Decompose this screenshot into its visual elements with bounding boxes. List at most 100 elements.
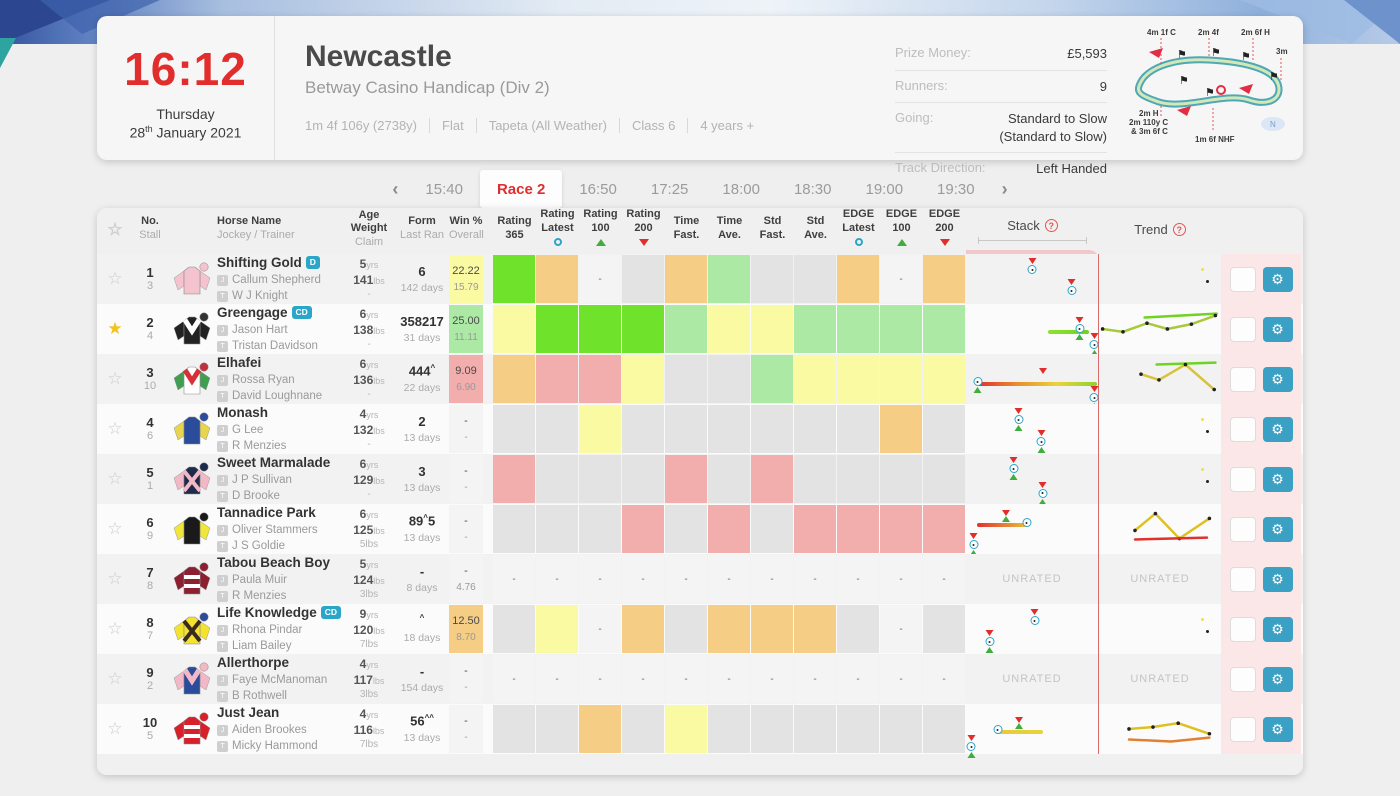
race-tab-19-00[interactable]: 19:00 bbox=[865, 180, 904, 198]
rating-cell-std-fast: - bbox=[751, 655, 793, 703]
rating-cell-std-fast bbox=[751, 405, 793, 453]
prev-race-button[interactable]: ‹ bbox=[392, 178, 399, 199]
rating-cell-std-fast: - bbox=[751, 555, 793, 603]
row-checkbox[interactable] bbox=[1229, 716, 1256, 742]
race-tab-race-2[interactable]: Race 2 bbox=[479, 170, 563, 208]
favourite-star[interactable]: ☆ bbox=[107, 369, 123, 388]
trend-point bbox=[1206, 430, 1210, 433]
trend-cell bbox=[1099, 604, 1221, 654]
next-race-button[interactable]: › bbox=[1001, 178, 1008, 199]
favourite-star[interactable]: ☆ bbox=[107, 419, 123, 438]
jockey-name: Rossa Ryan bbox=[232, 373, 295, 386]
row-checkbox[interactable] bbox=[1229, 466, 1256, 492]
rating-cell-rating-365 bbox=[493, 705, 535, 753]
marker-down-icon bbox=[1014, 717, 1023, 723]
race-tab-15-40[interactable]: 15:40 bbox=[425, 180, 463, 198]
rating-cell-rating-100: - bbox=[579, 555, 621, 603]
jockey: J Rossa Ryan bbox=[217, 373, 343, 388]
favourite-star[interactable]: ☆ bbox=[107, 569, 123, 588]
row-checkbox[interactable] bbox=[1229, 416, 1256, 442]
horse-details: Allerthorpe J Faye McManoman T B Rothwell bbox=[217, 654, 343, 703]
marker-circle-icon bbox=[1009, 464, 1019, 473]
win-pct-value: 25.00 bbox=[452, 315, 480, 328]
form-figures: 3 bbox=[418, 463, 426, 479]
stack-cell bbox=[966, 604, 1099, 654]
row-checkbox[interactable] bbox=[1229, 366, 1256, 392]
trainer: T R Menzies bbox=[217, 439, 343, 454]
jockey-icon: J bbox=[217, 274, 228, 286]
jockey-trainer-label: Jockey / Trainer bbox=[217, 229, 295, 242]
jockey-icon: J bbox=[217, 674, 228, 686]
row-settings-button[interactable]: ⚙ bbox=[1262, 266, 1293, 292]
row-settings-button[interactable]: ⚙ bbox=[1262, 316, 1293, 342]
rating-cell-edge-latest: - bbox=[837, 555, 879, 603]
stack-cell: UNRATED bbox=[966, 654, 1099, 704]
horse-details: Greengage CD J Jason Hart T Tristan Davidson bbox=[217, 304, 343, 353]
row-settings-button[interactable]: ⚙ bbox=[1262, 366, 1293, 392]
stack-bar bbox=[976, 523, 1029, 527]
svg-text:⚑: ⚑ bbox=[1179, 75, 1189, 87]
row-settings-button[interactable]: ⚙ bbox=[1262, 716, 1293, 742]
age-weight-claim: 6yrs 125lbs 5lbs bbox=[343, 506, 395, 552]
favourite-star[interactable]: ☆ bbox=[107, 669, 123, 688]
rating-cell-std-fast bbox=[751, 455, 793, 503]
last-ran-days: 13 days bbox=[403, 481, 441, 494]
row-settings-button[interactable]: ⚙ bbox=[1262, 466, 1293, 492]
race-tab-19-30[interactable]: 19:30 bbox=[937, 180, 975, 198]
row-checkbox[interactable] bbox=[1229, 516, 1256, 542]
rating-cell-rating-200: - bbox=[622, 655, 664, 703]
stack-marker bbox=[969, 533, 979, 556]
rating-cell-rating-latest bbox=[536, 305, 578, 353]
rating-cell-edge-200 bbox=[923, 705, 965, 753]
row-checkbox[interactable] bbox=[1229, 616, 1256, 642]
row-checkbox[interactable] bbox=[1229, 566, 1256, 592]
favourite-star[interactable]: ☆ bbox=[107, 619, 123, 638]
last-ran-days: 142 days bbox=[400, 281, 444, 294]
trend-help-icon[interactable]: ? bbox=[1172, 222, 1186, 236]
race-tab-18-00[interactable]: 18:00 bbox=[722, 180, 760, 198]
favourite-star[interactable]: ☆ bbox=[107, 519, 123, 538]
favourite-star[interactable]: ☆ bbox=[107, 269, 123, 288]
rating-cell-rating-365: - bbox=[493, 555, 535, 603]
race-tab-16-50[interactable]: 16:50 bbox=[579, 180, 617, 198]
rating-cell-edge-latest bbox=[837, 405, 879, 453]
row-checkbox[interactable] bbox=[1229, 316, 1256, 342]
row-settings-button[interactable]: ⚙ bbox=[1262, 616, 1293, 642]
trainer-name: R Menzies bbox=[232, 589, 287, 602]
favourite-star[interactable]: ★ bbox=[107, 319, 123, 338]
row-settings-button[interactable]: ⚙ bbox=[1262, 416, 1293, 442]
rating-cell-edge-100 bbox=[880, 355, 922, 403]
stack-help-icon[interactable]: ? bbox=[1044, 218, 1058, 232]
weight-value: 132 bbox=[353, 423, 374, 438]
favourite-star[interactable]: ☆ bbox=[107, 719, 123, 738]
row-checkbox[interactable] bbox=[1229, 666, 1256, 692]
svg-text:1m 6f NHF: 1m 6f NHF bbox=[1195, 135, 1235, 144]
course-distance-badge: D bbox=[305, 256, 320, 270]
race-tab-17-25[interactable]: 17:25 bbox=[650, 180, 689, 198]
trend-point bbox=[1206, 480, 1210, 483]
favourite-star[interactable]: ☆ bbox=[107, 469, 123, 488]
row-settings-button[interactable]: ⚙ bbox=[1262, 666, 1293, 692]
rating-cell-std-ave bbox=[794, 705, 836, 753]
marker-circle-icon bbox=[1022, 518, 1032, 527]
form-lastran: - 8 days bbox=[395, 563, 449, 596]
row-checkbox[interactable] bbox=[1229, 266, 1256, 292]
marker-up-icon bbox=[1038, 498, 1047, 505]
age-value: 5 bbox=[359, 257, 367, 272]
stack-range-slider[interactable] bbox=[977, 236, 1088, 244]
table-row: ☆ 8 7 Life Knowledge CD J Rhona Pindar T Liam Ba… bbox=[97, 604, 1303, 654]
age-weight-claim: 6yrs 138lbs - bbox=[343, 306, 395, 352]
win-overall-value: 8.70 bbox=[456, 631, 476, 643]
row-settings-button[interactable]: ⚙ bbox=[1262, 566, 1293, 592]
table-row: ☆ 9 2 Allerthorpe J Faye McManoman T B Rothwell… bbox=[97, 654, 1303, 704]
header-line-1: Std bbox=[763, 215, 782, 228]
stall-number: 2 bbox=[146, 680, 154, 693]
rating-cell-std-ave bbox=[794, 505, 836, 553]
claim-value: - bbox=[367, 439, 371, 451]
race-time-block: 16:12 Thursday 28th January 2021 bbox=[97, 16, 275, 160]
row-settings-button[interactable]: ⚙ bbox=[1262, 516, 1293, 542]
header-line-2: Ave. bbox=[804, 229, 827, 242]
form-lastran: 444^ 22 days bbox=[395, 362, 449, 395]
header-line-1: Rating bbox=[540, 208, 575, 220]
race-tab-18-30[interactable]: 18:30 bbox=[793, 180, 832, 198]
